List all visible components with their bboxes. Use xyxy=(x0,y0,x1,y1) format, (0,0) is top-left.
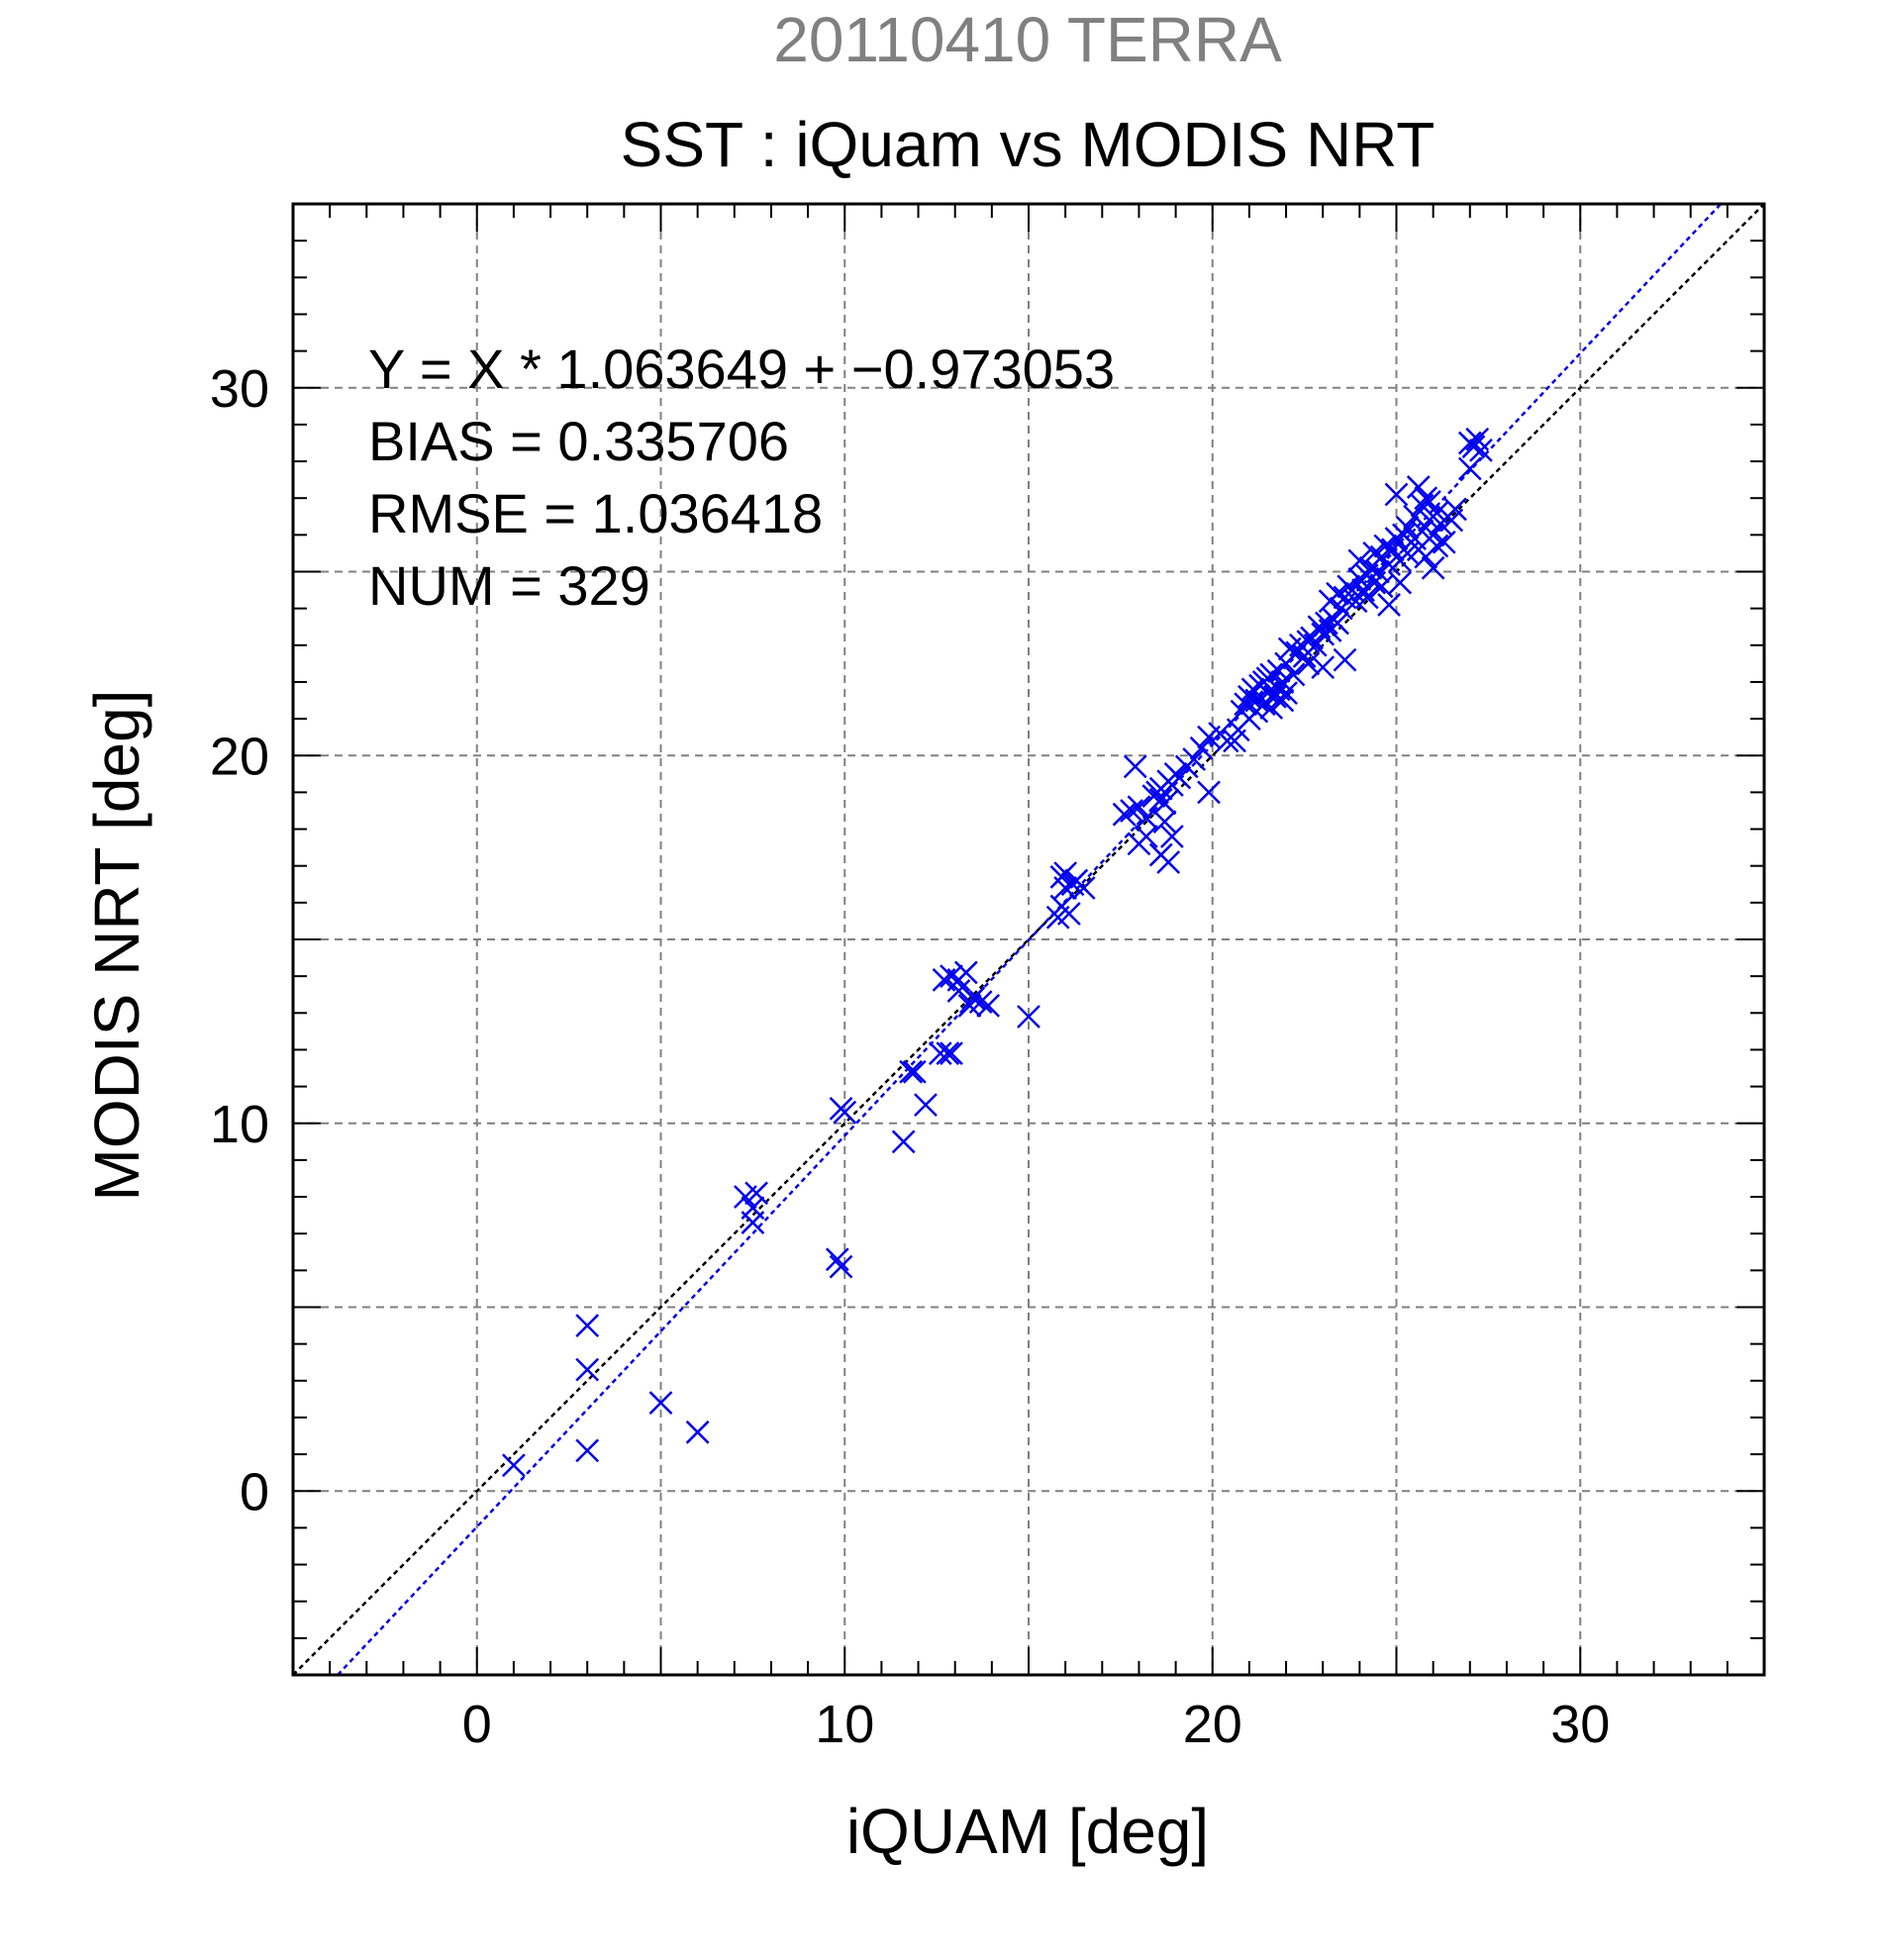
data-point xyxy=(829,1254,853,1279)
data-point xyxy=(1418,490,1441,514)
data-point xyxy=(1120,799,1143,823)
data-point xyxy=(1296,651,1321,676)
data-point xyxy=(1259,662,1284,687)
data-point xyxy=(1425,534,1449,558)
stats-line: Y = X * 1.063649 + −0.973053 xyxy=(368,338,1115,400)
chart-title: SST : iQuam vs MODIS NRT xyxy=(621,109,1436,180)
data-point xyxy=(1366,559,1390,584)
data-point xyxy=(1127,795,1151,820)
data-point xyxy=(1274,681,1298,705)
data-point xyxy=(961,986,986,1011)
data-point xyxy=(891,1129,916,1154)
data-point xyxy=(1244,688,1269,713)
data-point xyxy=(936,1041,960,1066)
data-point xyxy=(825,1247,849,1272)
data-point xyxy=(1123,754,1147,779)
data-point xyxy=(1369,574,1394,599)
data-point xyxy=(1197,780,1221,805)
data-point xyxy=(1354,585,1379,610)
data-point xyxy=(1017,1005,1040,1029)
data-point xyxy=(899,1059,924,1084)
data-point xyxy=(648,1391,673,1415)
data-point xyxy=(1347,548,1372,573)
data-point xyxy=(1469,439,1493,462)
stats-line: RMSE = 1.036418 xyxy=(368,482,823,544)
data-point xyxy=(1134,806,1158,831)
data-point xyxy=(502,1453,526,1478)
data-point xyxy=(1384,482,1409,507)
y-axis-label: MODIS NRT [deg] xyxy=(81,690,152,1202)
data-point xyxy=(833,1100,857,1125)
data-point xyxy=(1461,435,1486,459)
data-point xyxy=(1443,497,1467,522)
plot-frame xyxy=(291,202,1766,1677)
data-point xyxy=(1112,802,1137,827)
data-point xyxy=(1377,593,1401,617)
data-point xyxy=(914,1093,938,1118)
data-point xyxy=(744,1181,768,1206)
data-point xyxy=(1134,825,1158,848)
data-point xyxy=(575,1438,600,1463)
data-point xyxy=(1326,611,1349,636)
data-point xyxy=(1395,516,1420,539)
data-point xyxy=(1410,493,1435,518)
data-point xyxy=(976,993,1001,1018)
regression-line xyxy=(337,203,1723,1676)
data-points xyxy=(502,427,1493,1478)
data-point xyxy=(1432,530,1456,554)
data-point xyxy=(1311,655,1336,679)
x-tick-label: 30 xyxy=(1550,1695,1610,1754)
y-tick-label: 10 xyxy=(210,1095,269,1154)
data-point xyxy=(1351,578,1375,602)
data-point xyxy=(1156,850,1181,874)
data-point xyxy=(1152,791,1177,816)
x-tick-label: 0 xyxy=(462,1695,492,1754)
stats-line: NUM = 329 xyxy=(368,554,650,617)
data-point xyxy=(1333,647,1357,672)
data-point xyxy=(1189,735,1214,760)
x-axis-label: iQUAM [deg] xyxy=(846,1796,1209,1867)
data-point xyxy=(1182,747,1207,771)
data-point xyxy=(1270,688,1295,713)
y-tick-label: 30 xyxy=(210,359,269,419)
y-tick-labels: 0 10 20 30 xyxy=(210,359,269,1522)
chart-supertitle: 20110410 TERRA xyxy=(773,4,1282,75)
x-tick-label: 10 xyxy=(815,1695,874,1754)
reference-lines xyxy=(292,203,1765,1676)
y-tick-label: 20 xyxy=(210,727,269,786)
data-point xyxy=(575,1357,600,1382)
data-point xyxy=(940,964,963,989)
data-point xyxy=(1071,876,1096,900)
x-tick-label: 20 xyxy=(1183,1695,1242,1754)
data-point xyxy=(946,979,971,1003)
data-point xyxy=(1421,555,1445,580)
data-point xyxy=(1457,456,1482,481)
data-point xyxy=(1056,902,1081,926)
data-point xyxy=(1152,810,1177,834)
data-point xyxy=(1053,876,1078,900)
minor-ticks xyxy=(293,204,1764,1675)
data-point xyxy=(1388,570,1413,595)
data-point xyxy=(1406,475,1431,499)
data-point xyxy=(1167,765,1192,790)
stats-line: BIAS = 0.335706 xyxy=(368,410,789,472)
data-point xyxy=(953,960,978,985)
data-point xyxy=(1281,662,1306,687)
data-point xyxy=(1326,581,1349,606)
data-point xyxy=(928,1041,952,1066)
stats-block: Y = X * 1.063649 + −0.973053 BIAS = 0.335… xyxy=(368,338,1115,617)
data-point xyxy=(968,990,993,1015)
data-point xyxy=(1160,825,1184,848)
data-point xyxy=(685,1420,710,1444)
data-point xyxy=(1362,541,1387,565)
x-tick-labels: 0 10 20 30 xyxy=(462,1695,1611,1754)
data-point xyxy=(902,1059,927,1084)
data-point xyxy=(741,1211,765,1234)
data-point xyxy=(940,1041,963,1066)
data-point xyxy=(575,1314,600,1337)
y-tick-label: 0 xyxy=(240,1462,269,1521)
